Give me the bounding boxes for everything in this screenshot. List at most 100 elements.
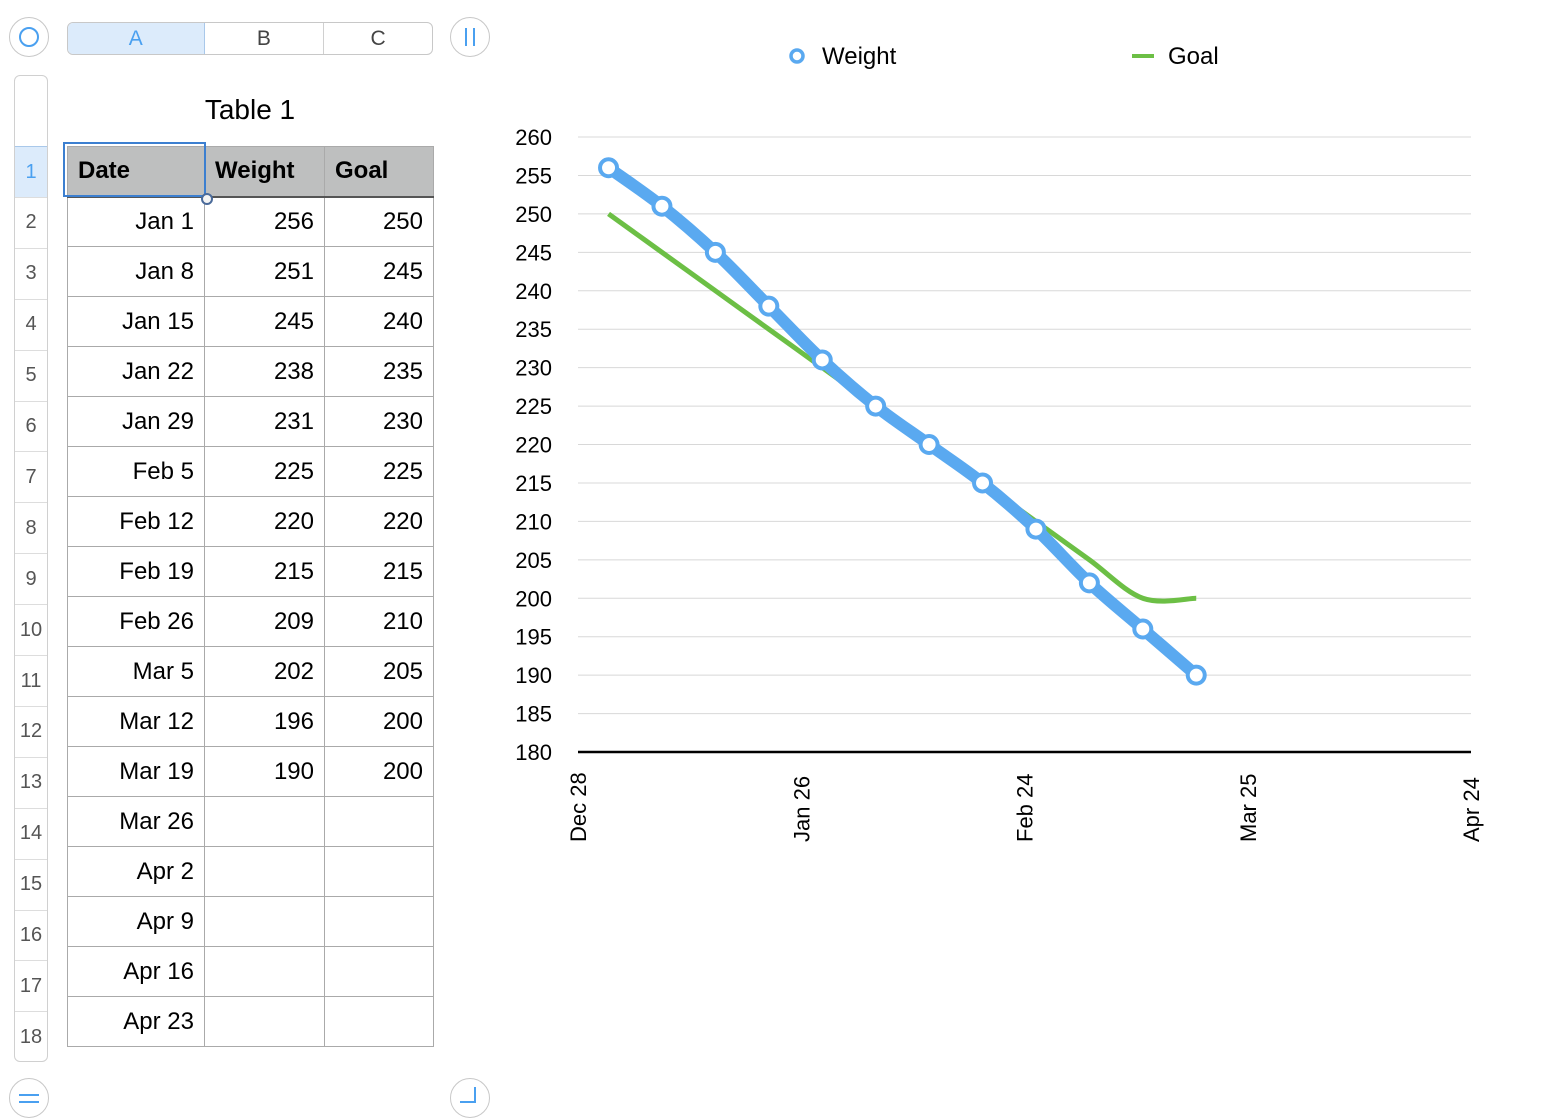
cell-date[interactable]: Jan 1: [67, 196, 205, 247]
header-cell-weight[interactable]: Weight: [204, 146, 325, 198]
row-number[interactable]: 6: [15, 400, 47, 452]
cell-weight[interactable]: 231: [204, 396, 325, 447]
cell-date[interactable]: Apr 16: [67, 946, 205, 997]
y-tick-label: 255: [515, 163, 552, 188]
cell-goal[interactable]: [324, 996, 434, 1047]
cell-goal[interactable]: 200: [324, 746, 434, 797]
cell-weight[interactable]: [204, 846, 325, 897]
row-number[interactable]: 11: [15, 655, 47, 706]
row-number[interactable]: 16: [15, 909, 47, 961]
y-tick-label: 235: [515, 317, 552, 342]
cell-date[interactable]: Feb 5: [67, 446, 205, 497]
cell-weight[interactable]: [204, 896, 325, 947]
row-number[interactable]: 5: [15, 349, 47, 401]
table-row: Jan 22 238 235: [67, 346, 434, 397]
weight-data-point: [1185, 664, 1207, 686]
resize-table-button[interactable]: [450, 1078, 490, 1118]
y-tick-label: 260: [515, 125, 552, 150]
cell-goal[interactable]: 220: [324, 496, 434, 547]
cell-goal[interactable]: 230: [324, 396, 434, 447]
row-number[interactable]: 18: [15, 1011, 47, 1061]
cell-goal[interactable]: 215: [324, 546, 434, 597]
add-column-button[interactable]: [450, 17, 490, 57]
cell-weight[interactable]: [204, 946, 325, 997]
header-cell-date[interactable]: Date: [67, 146, 205, 198]
cell-date[interactable]: Mar 5: [67, 646, 205, 697]
row-number[interactable]: 10: [15, 604, 47, 655]
row-number[interactable]: 14: [15, 807, 47, 859]
cell-date[interactable]: Jan 29: [67, 396, 205, 447]
row-number[interactable]: 13: [15, 756, 47, 808]
y-tick-label: 200: [515, 586, 552, 611]
cell-date[interactable]: Jan 22: [67, 346, 205, 397]
weight-data-point: [1132, 618, 1154, 640]
selection-handle[interactable]: [201, 193, 213, 205]
weight-data-point: [651, 195, 673, 217]
table-row: Apr 23: [67, 996, 434, 1047]
y-tick-label: 220: [515, 433, 552, 458]
cell-goal[interactable]: 200: [324, 696, 434, 747]
cell-weight[interactable]: 220: [204, 496, 325, 547]
cell-weight[interactable]: 209: [204, 596, 325, 647]
cell-goal[interactable]: 235: [324, 346, 434, 397]
cell-date[interactable]: Mar 26: [67, 796, 205, 847]
table-title[interactable]: Table 1: [204, 94, 296, 125]
row-number[interactable]: 4: [15, 298, 47, 350]
row-number[interactable]: 3: [15, 247, 47, 299]
column-header-c[interactable]: C: [370, 26, 386, 50]
data-table: Date Weight Goal Jan 1 256 250 Jan 8 251 245 J…: [67, 146, 434, 1047]
weight-data-point: [918, 434, 940, 455]
cell-goal[interactable]: [324, 896, 434, 947]
column-header-a[interactable]: A: [68, 23, 205, 54]
y-tick-label: 215: [515, 471, 552, 496]
cell-weight[interactable]: 196: [204, 696, 325, 747]
cell-date[interactable]: Apr 9: [67, 896, 205, 947]
cell-date[interactable]: Mar 12: [67, 696, 205, 747]
row-number[interactable]: 12: [15, 705, 47, 757]
table-row: Apr 9: [67, 896, 434, 947]
weight-data-point: [865, 395, 887, 417]
row-number[interactable]: 2: [15, 196, 47, 248]
legend-goal-label: Goal: [1168, 43, 1219, 70]
row-number[interactable]: 8: [15, 502, 47, 553]
cell-weight[interactable]: 225: [204, 446, 325, 497]
cell-weight[interactable]: 202: [204, 646, 325, 697]
table-row: Feb 5 225 225: [67, 446, 434, 497]
header-row: Date Weight Goal: [67, 146, 434, 198]
goal-series-line: [607, 211, 1197, 604]
table-row: Apr 2: [67, 846, 434, 897]
add-row-button[interactable]: [9, 1078, 49, 1118]
cell-goal[interactable]: 210: [324, 596, 434, 647]
table-row: Jan 1 256 250: [67, 196, 434, 247]
row-number[interactable]: 17: [15, 960, 47, 1011]
x-tick-label: Mar 25: [1236, 774, 1261, 842]
cell-weight[interactable]: 238: [204, 346, 325, 397]
cell-date[interactable]: Apr 23: [67, 996, 205, 1047]
cell-weight[interactable]: 245: [204, 296, 325, 347]
y-tick-label: 180: [515, 740, 552, 765]
cell-goal[interactable]: 225: [324, 446, 434, 497]
cell-goal[interactable]: 205: [324, 646, 434, 697]
y-tick-label: 185: [515, 702, 552, 727]
column-header-b[interactable]: B: [205, 23, 325, 54]
row-header-bar: 1 2 3 4 5 6 7 8 9 10 11 12 13 14 15 16 17 18: [14, 75, 48, 1062]
circle-icon: [19, 27, 39, 47]
legend-weight-marker: [789, 48, 805, 64]
row-number[interactable]: 1: [15, 146, 47, 197]
select-all-button[interactable]: [9, 17, 49, 57]
table-row: Apr 16: [67, 946, 434, 997]
x-tick-label: Dec 28: [566, 772, 591, 842]
table-row: Mar 12 196 200: [67, 696, 434, 747]
x-tick-label: Jan 26: [789, 776, 814, 842]
cell-weight[interactable]: [204, 996, 325, 1047]
row-number[interactable]: 15: [15, 858, 47, 910]
cell-weight[interactable]: 256: [204, 196, 325, 247]
header-cell-goal[interactable]: Goal: [324, 146, 434, 198]
cell-weight[interactable]: 215: [204, 546, 325, 597]
y-tick-label: 250: [515, 202, 552, 227]
row-number[interactable]: 7: [15, 451, 47, 502]
table-row: Mar 19 190 200: [67, 746, 434, 797]
cell-goal[interactable]: 245: [324, 246, 434, 297]
row-number[interactable]: 9: [15, 553, 47, 604]
